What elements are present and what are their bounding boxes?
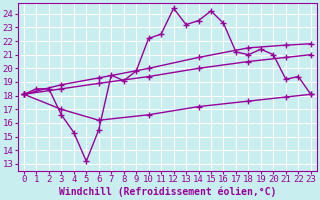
X-axis label: Windchill (Refroidissement éolien,°C): Windchill (Refroidissement éolien,°C) bbox=[59, 187, 276, 197]
